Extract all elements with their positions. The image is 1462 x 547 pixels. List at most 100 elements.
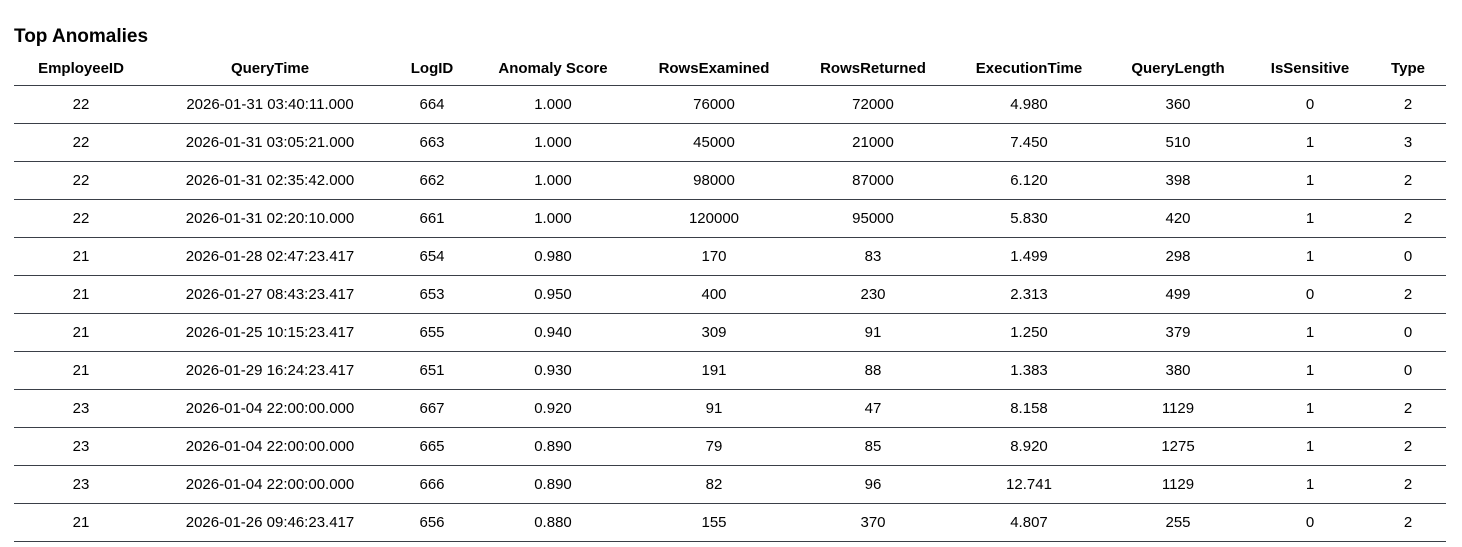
cell-executiontime: 8.158 [952,389,1106,428]
table-row: 23 2026-01-04 22:00:00.000 665 0.890 79 85 8.9… [14,427,1446,466]
table-row: 22 2026-01-31 03:40:11.000 664 1.000 76000 72… [14,85,1446,124]
cell-rowsreturned: 88 [794,351,952,390]
cell-employeeid: 23 [14,389,148,428]
cell-querylength: 499 [1106,275,1250,314]
cell-rowsreturned: 95000 [794,199,952,238]
cell-type: 0 [1370,237,1446,276]
cell-querylength: 360 [1106,85,1250,124]
table-row: 22 2026-01-31 02:20:10.000 661 1.000 120000 9… [14,199,1446,238]
cell-type: 2 [1370,161,1446,200]
cell-rowsreturned: 21000 [794,123,952,162]
cell-rowsexamined: 400 [634,275,794,314]
cell-rowsexamined: 309 [634,313,794,352]
cell-anomaly-score: 0.930 [472,351,634,390]
column-header-anomaly-score: Anomaly Score [472,52,634,86]
page-title: Top Anomalies [14,26,149,47]
header-row: EmployeeID QueryTime LogID Anomaly Score Row… [14,52,1446,86]
cell-rowsexamined: 155 [634,503,794,542]
cell-executiontime: 8.920 [952,427,1106,466]
cell-anomaly-score: 1.000 [472,199,634,238]
table-row: 23 2026-01-04 22:00:00.000 667 0.920 91 47 8.1… [14,389,1446,428]
cell-querylength: 420 [1106,199,1250,238]
cell-issensitive: 0 [1250,85,1370,124]
cell-rowsexamined: 76000 [634,85,794,124]
cell-querytime: 2026-01-29 16:24:23.417 [148,351,392,390]
column-header-logid: LogID [392,52,472,86]
cell-querytime: 2026-01-28 02:47:23.417 [148,237,392,276]
cell-querylength: 398 [1106,161,1250,200]
cell-employeeid: 21 [14,275,148,314]
cell-employeeid: 22 [14,161,148,200]
cell-issensitive: 1 [1250,161,1370,200]
cell-type: 2 [1370,503,1446,542]
cell-executiontime: 1.383 [952,351,1106,390]
cell-querytime: 2026-01-31 03:40:11.000 [148,85,392,124]
cell-executiontime: 4.807 [952,503,1106,542]
cell-issensitive: 1 [1250,199,1370,238]
cell-querytime: 2026-01-04 22:00:00.000 [148,389,392,428]
cell-type: 2 [1370,389,1446,428]
cell-employeeid: 23 [14,465,148,504]
cell-employeeid: 21 [14,503,148,542]
table-header: EmployeeID QueryTime LogID Anomaly Score Row… [14,52,1446,86]
cell-logid: 664 [392,85,472,124]
cell-rowsexamined: 98000 [634,161,794,200]
cell-rowsexamined: 120000 [634,199,794,238]
cell-issensitive: 1 [1250,465,1370,504]
cell-executiontime: 12.741 [952,465,1106,504]
cell-executiontime: 7.450 [952,123,1106,162]
table-row: 23 2026-01-04 22:00:00.000 666 0.890 82 96 12.… [14,465,1446,504]
cell-issensitive: 1 [1250,427,1370,466]
cell-issensitive: 0 [1250,503,1370,542]
cell-querylength: 379 [1106,313,1250,352]
table-row: 22 2026-01-31 03:05:21.000 663 1.000 45000 21… [14,123,1446,162]
cell-querylength: 1129 [1106,465,1250,504]
cell-rowsexamined: 82 [634,465,794,504]
cell-type: 2 [1370,199,1446,238]
cell-type: 2 [1370,465,1446,504]
cell-issensitive: 1 [1250,313,1370,352]
cell-employeeid: 21 [14,313,148,352]
cell-querytime: 2026-01-31 02:20:10.000 [148,199,392,238]
cell-querylength: 1129 [1106,389,1250,428]
cell-querytime: 2026-01-04 22:00:00.000 [148,465,392,504]
cell-logid: 666 [392,465,472,504]
cell-anomaly-score: 0.980 [472,237,634,276]
cell-querylength: 255 [1106,503,1250,542]
table-row: 21 2026-01-27 08:43:23.417 653 0.950 400 230 2… [14,275,1446,314]
column-header-employeeid: EmployeeID [14,52,148,86]
cell-anomaly-score: 1.000 [472,123,634,162]
cell-anomaly-score: 0.940 [472,313,634,352]
cell-rowsexamined: 191 [634,351,794,390]
cell-rowsexamined: 79 [634,427,794,466]
cell-executiontime: 5.830 [952,199,1106,238]
cell-rowsreturned: 96 [794,465,952,504]
cell-type: 0 [1370,351,1446,390]
cell-executiontime: 4.980 [952,85,1106,124]
cell-querytime: 2026-01-04 22:00:00.000 [148,427,392,466]
cell-logid: 662 [392,161,472,200]
cell-anomaly-score: 0.890 [472,465,634,504]
cell-anomaly-score: 1.000 [472,85,634,124]
cell-employeeid: 23 [14,427,148,466]
cell-rowsreturned: 230 [794,275,952,314]
cell-rowsreturned: 370 [794,503,952,542]
table-row: 21 2026-01-25 10:15:23.417 655 0.940 309 91 1.… [14,313,1446,352]
cell-issensitive: 1 [1250,351,1370,390]
cell-employeeid: 21 [14,237,148,276]
cell-issensitive: 1 [1250,237,1370,276]
cell-querylength: 1275 [1106,427,1250,466]
cell-employeeid: 22 [14,123,148,162]
cell-querytime: 2026-01-26 09:46:23.417 [148,503,392,542]
table-row: 22 2026-01-31 02:35:42.000 662 1.000 98000 87… [14,161,1446,200]
cell-querylength: 510 [1106,123,1250,162]
cell-executiontime: 6.120 [952,161,1106,200]
table-row: 21 2026-01-28 02:47:23.417 654 0.980 170 83 1.… [14,237,1446,276]
cell-rowsexamined: 170 [634,237,794,276]
cell-executiontime: 2.313 [952,275,1106,314]
cell-logid: 653 [392,275,472,314]
cell-querylength: 380 [1106,351,1250,390]
cell-type: 2 [1370,427,1446,466]
column-header-querytime: QueryTime [148,52,392,86]
table-row: 21 2026-01-26 09:46:23.417 656 0.880 155 370 4… [14,503,1446,542]
